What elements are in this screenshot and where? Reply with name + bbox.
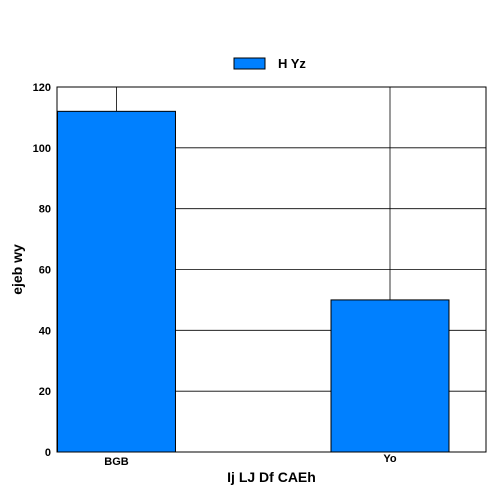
y-tick-label: 40 [39,325,51,337]
bar-yo [330,299,450,453]
legend-label: H Yz [278,56,306,71]
x-tick-label: BGB [104,456,129,468]
x-axis-title: Ij LJ Df CAEh [227,469,316,485]
y-tick-label: 120 [33,82,51,94]
y-tick-label: 60 [39,265,51,277]
x-axis-ticks: BGB Yo [104,453,397,468]
plot-frame [56,86,487,453]
legend: H Yz [233,56,306,71]
bar-bgb [57,110,176,453]
y-axis-title: ejeb wy [9,244,25,295]
x-tick-label: Yo [383,453,397,465]
y-axis-ticks: 0 20 40 60 80 100 120 [33,82,51,459]
y-tick-label: 20 [39,386,51,398]
legend-swatch [233,57,266,70]
y-tick-label: 80 [39,204,51,216]
y-tick-label: 100 [33,143,51,155]
y-tick-label: 0 [45,447,51,459]
